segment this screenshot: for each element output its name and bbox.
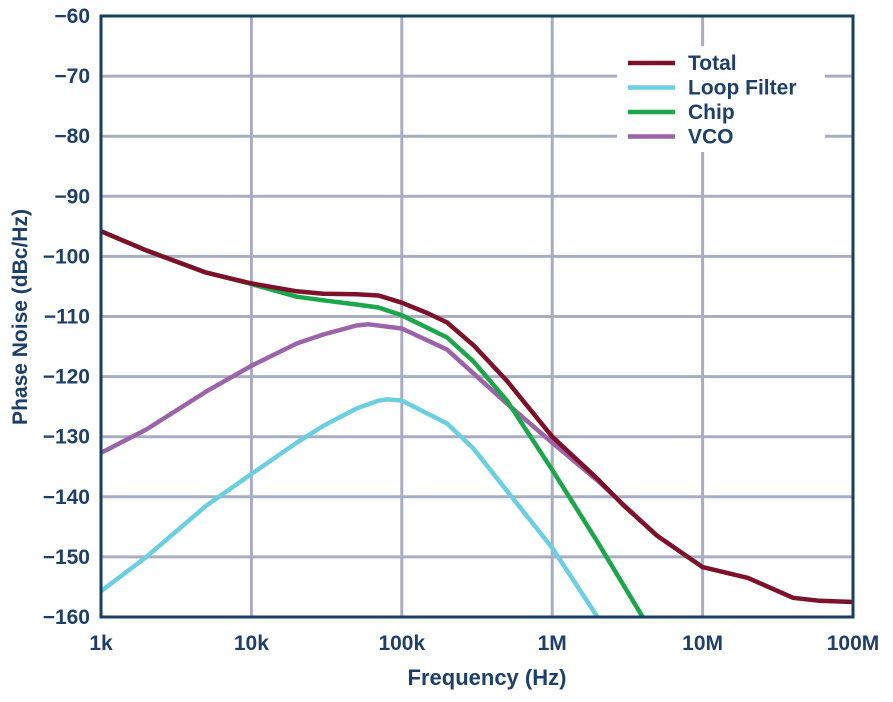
y-tick-label: −140: [43, 486, 90, 509]
x-tick-label: 10k: [234, 632, 269, 655]
series-line-total: [100, 229, 854, 605]
y-tick-label: −70: [54, 65, 90, 88]
y-tick-label: −100: [43, 245, 90, 268]
y-axis-ticks: −60 −70 −80 −90 −100 −110 −120 −130 −140 −150 −160: [43, 5, 90, 629]
series-line-vco: [99, 322, 659, 538]
legend-label-total: Total: [688, 52, 737, 75]
x-tick-label: 1k: [89, 632, 113, 655]
x-tick-label: 10M: [682, 632, 723, 655]
x-axis-ticks: 1k 10k 100k 1M 10M 100M: [89, 632, 879, 655]
y-axis-label: Phase Noise (dBc/Hz): [9, 209, 32, 425]
legend-label-vco: VCO: [688, 126, 734, 149]
y-tick-label: −90: [54, 185, 90, 208]
legend-label-loop-filter: Loop Filter: [688, 77, 797, 100]
y-tick-label: −130: [43, 426, 90, 449]
series-lines: [99, 229, 854, 619]
x-axis-label: Frequency (Hz): [408, 665, 567, 690]
x-tick-label: 100k: [378, 632, 425, 655]
series-line-loop-filter: [99, 397, 600, 619]
y-tick-label: −120: [43, 366, 90, 389]
x-tick-label: 1M: [538, 632, 567, 655]
x-tick-label: 100M: [827, 632, 880, 655]
y-tick-label: −150: [43, 546, 90, 569]
plot-frame: [99, 14, 855, 619]
y-tick-label: −80: [54, 125, 90, 148]
y-tick-label: −160: [43, 606, 90, 629]
y-tick-label: −60: [54, 5, 90, 28]
legend-label-chip: Chip: [688, 101, 735, 124]
y-tick-label: −110: [44, 306, 90, 329]
